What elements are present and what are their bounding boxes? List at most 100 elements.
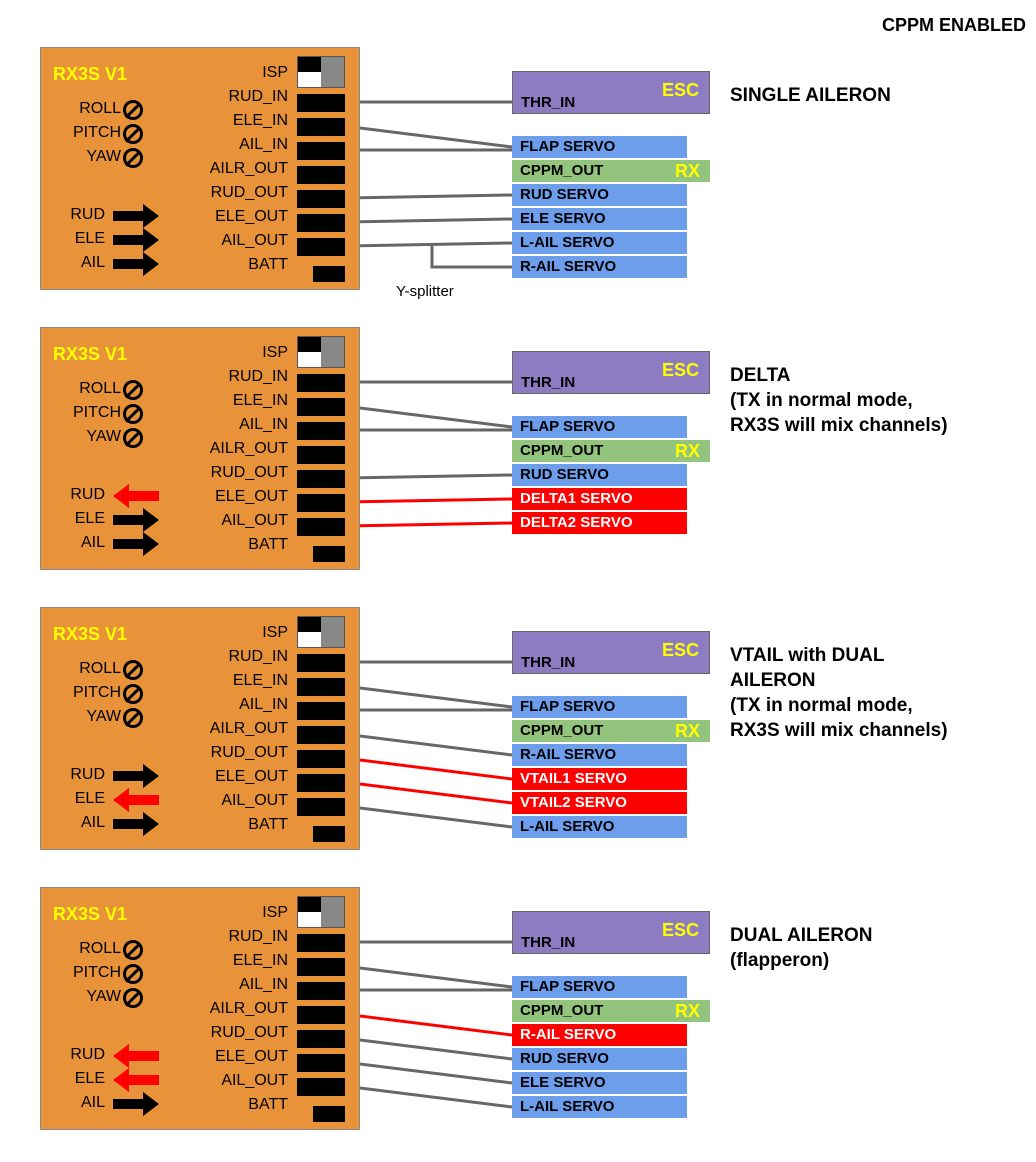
normal-arrow-icon[interactable] bbox=[113, 508, 159, 532]
gyro-label: ROLL bbox=[79, 100, 121, 117]
port-pin[interactable] bbox=[297, 1030, 345, 1048]
port-pin[interactable] bbox=[297, 214, 345, 232]
port-pin[interactable] bbox=[297, 518, 345, 536]
normal-arrow-icon[interactable] bbox=[113, 204, 159, 228]
y-splitter-label: Y-splitter bbox=[396, 283, 454, 300]
mode-description: SINGLE AILERON bbox=[730, 83, 891, 108]
port-pin[interactable] bbox=[297, 1078, 345, 1096]
port-pin[interactable] bbox=[313, 826, 345, 842]
mode-line: AILERON bbox=[730, 670, 816, 691]
arrow-shape bbox=[113, 1044, 159, 1068]
gain-pot-icon[interactable] bbox=[123, 940, 143, 960]
port-label: ELE_OUT bbox=[215, 768, 288, 785]
port-pin[interactable] bbox=[297, 470, 345, 488]
gain-pot-icon[interactable] bbox=[123, 100, 143, 120]
isp-label: ISP bbox=[262, 904, 288, 921]
normal-arrow-icon[interactable] bbox=[113, 532, 159, 556]
port-pin[interactable] bbox=[297, 654, 345, 672]
reverse-arrow-icon[interactable] bbox=[113, 1044, 159, 1068]
normal-arrow-icon[interactable] bbox=[113, 812, 159, 836]
port-label: ELE_OUT bbox=[215, 488, 288, 505]
rx-output-label: CPPM_OUT bbox=[520, 1002, 604, 1019]
isp-connector bbox=[297, 616, 345, 648]
port-pin[interactable] bbox=[313, 1106, 345, 1122]
wire bbox=[343, 217, 513, 224]
normal-arrow-icon[interactable] bbox=[113, 228, 159, 252]
normal-arrow-icon[interactable] bbox=[113, 252, 159, 276]
port-pin[interactable] bbox=[313, 546, 345, 562]
port-label: RUD_OUT bbox=[210, 744, 288, 761]
gyro-label: YAW bbox=[86, 988, 121, 1005]
wire bbox=[343, 1060, 513, 1085]
port-pin[interactable] bbox=[297, 446, 345, 464]
gain-pot-icon[interactable] bbox=[123, 660, 143, 680]
port-pin[interactable] bbox=[297, 166, 345, 184]
isp-pin bbox=[321, 632, 344, 647]
rx-output-label: CPPM_OUT bbox=[520, 442, 604, 459]
servo-box: RUD SERVO bbox=[512, 184, 687, 206]
port-pin[interactable] bbox=[297, 398, 345, 416]
gain-pot-icon[interactable] bbox=[123, 684, 143, 704]
servo-box: FLAP SERVO bbox=[512, 136, 687, 158]
servo-box: L-AIL SERVO bbox=[512, 1096, 687, 1118]
reverse-arrow-icon[interactable] bbox=[113, 1068, 159, 1092]
port-pin[interactable] bbox=[297, 1054, 345, 1072]
reverse-arrow-icon[interactable] bbox=[113, 788, 159, 812]
port-pin[interactable] bbox=[313, 266, 345, 282]
esc-box: THR_IN ESC bbox=[512, 911, 710, 954]
port-label: AIL_IN bbox=[239, 696, 288, 713]
board-title: RX3S V1 bbox=[53, 64, 128, 84]
isp-pin bbox=[298, 57, 321, 72]
servo-box: ELE SERVO bbox=[512, 208, 687, 230]
wire bbox=[343, 756, 513, 781]
gain-pot-icon[interactable] bbox=[123, 964, 143, 984]
mode-line: (TX in normal mode, bbox=[730, 390, 913, 411]
port-pin[interactable] bbox=[297, 190, 345, 208]
gain-pot-icon[interactable] bbox=[123, 708, 143, 728]
isp-connector bbox=[297, 896, 345, 928]
port-pin[interactable] bbox=[297, 118, 345, 136]
direction-label: RUD bbox=[70, 1046, 105, 1063]
gyro-label: ROLL bbox=[79, 940, 121, 957]
port-pin[interactable] bbox=[297, 1006, 345, 1024]
port-pin[interactable] bbox=[297, 678, 345, 696]
servo-box: ELE SERVO bbox=[512, 1072, 687, 1094]
port-pin[interactable] bbox=[297, 982, 345, 1000]
arrow-shape bbox=[113, 1068, 159, 1092]
normal-arrow-icon[interactable] bbox=[113, 1092, 159, 1116]
port-pin[interactable] bbox=[297, 774, 345, 792]
gyro-label: PITCH bbox=[73, 964, 121, 981]
port-pin[interactable] bbox=[297, 142, 345, 160]
gain-pot-icon[interactable] bbox=[123, 148, 143, 168]
servo-box: FLAP SERVO bbox=[512, 696, 687, 718]
gain-pot-icon[interactable] bbox=[123, 404, 143, 424]
port-pin[interactable] bbox=[297, 934, 345, 952]
gain-pot-icon[interactable] bbox=[123, 428, 143, 448]
reverse-arrow-icon[interactable] bbox=[113, 484, 159, 508]
gain-pot-icon[interactable] bbox=[123, 124, 143, 144]
port-pin[interactable] bbox=[297, 422, 345, 440]
port-pin[interactable] bbox=[297, 958, 345, 976]
port-pin[interactable] bbox=[297, 494, 345, 512]
direction-label: ELE bbox=[74, 1070, 105, 1087]
gain-pot-icon[interactable] bbox=[123, 988, 143, 1008]
port-pin[interactable] bbox=[297, 238, 345, 256]
normal-arrow-icon[interactable] bbox=[113, 764, 159, 788]
port-pin[interactable] bbox=[297, 374, 345, 392]
rx-tag: RX bbox=[674, 721, 700, 741]
direction-label: AIL bbox=[80, 534, 105, 551]
board-title: RX3S V1 bbox=[53, 904, 128, 924]
page-header: CPPM ENABLED bbox=[881, 15, 1026, 35]
rx3s-board: RX3S V1 ISP ROLL PITCH YAW RUD ELE AIL RUD_IN ELE… bbox=[40, 47, 360, 290]
port-pin[interactable] bbox=[297, 702, 345, 720]
gain-pot-icon[interactable] bbox=[123, 380, 143, 400]
servo-box: R-AIL SERVO bbox=[512, 256, 687, 278]
port-pin[interactable] bbox=[297, 94, 345, 112]
gyro-label: YAW bbox=[86, 428, 121, 445]
port-pin[interactable] bbox=[297, 750, 345, 768]
direction-label: AIL bbox=[80, 1094, 105, 1111]
port-pin[interactable] bbox=[297, 798, 345, 816]
arrow-shape bbox=[113, 252, 159, 276]
servo-box: R-AIL SERVO bbox=[512, 744, 687, 766]
port-pin[interactable] bbox=[297, 726, 345, 744]
